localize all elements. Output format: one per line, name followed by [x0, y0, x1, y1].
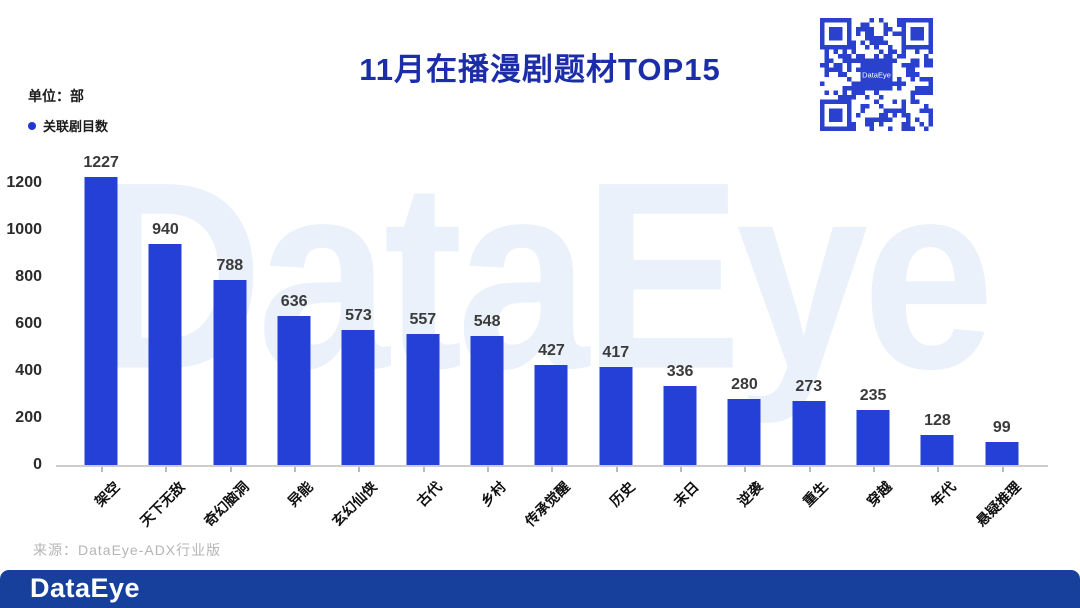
- bar-value-label: 336: [666, 363, 694, 380]
- bar-value-label: 427: [538, 342, 565, 359]
- bar: [599, 367, 633, 465]
- x-category-label: 乡村: [477, 478, 509, 510]
- bar: [470, 336, 504, 465]
- bar-group: 636 异能: [262, 175, 326, 510]
- bar-value-label: 99: [992, 419, 1011, 436]
- x-axis-tick: [937, 467, 940, 472]
- bar-group: 336 末日: [648, 175, 712, 510]
- bar-group: 557 古代: [391, 175, 455, 510]
- bar-value-label: 128: [924, 412, 951, 429]
- x-axis-tick: [358, 467, 361, 472]
- bar-value-label: 788: [216, 257, 244, 274]
- y-tick-label: 800: [15, 268, 42, 285]
- x-category-label: 穿越: [863, 478, 895, 510]
- bar-group: 417 历史: [584, 175, 648, 510]
- y-tick-label: 1200: [6, 174, 42, 191]
- bar: [84, 177, 118, 465]
- x-axis-tick: [680, 467, 683, 472]
- x-category-label: 末日: [670, 478, 702, 510]
- bar-value-label: 235: [859, 387, 887, 404]
- bar: [856, 410, 890, 465]
- y-tick-label: 1000: [6, 221, 42, 238]
- x-axis-tick: [229, 467, 232, 472]
- bar-group: 548 乡村: [455, 175, 519, 510]
- y-tick-label: 400: [15, 362, 42, 379]
- x-category-label: 奇幻脑洞: [200, 478, 252, 530]
- plot-area: 1227 架空 940 天下无敌 788 奇幻脑洞 636 异能 573 玄幻仙侠 557 古代 548…: [69, 154, 1034, 529]
- bar: [920, 435, 954, 465]
- bar-value-label: 273: [795, 378, 823, 395]
- bar-group: 273 重生: [777, 175, 841, 510]
- bar: [534, 365, 568, 465]
- bar-group: 788 奇幻脑洞: [198, 175, 262, 529]
- bar: [277, 316, 311, 465]
- legend-dot-icon: [28, 121, 36, 130]
- bar-value-label: 940: [152, 221, 179, 238]
- y-tick-label: 600: [15, 315, 42, 332]
- bar-group: 940 天下无敌: [133, 175, 197, 529]
- x-axis-tick: [615, 467, 618, 472]
- bar-group: 99 悬疑推理: [970, 175, 1034, 529]
- x-category-label: 古代: [413, 478, 445, 510]
- x-category-label: 传承觉醒: [522, 478, 574, 530]
- bar-group: 573 玄幻仙侠: [326, 175, 390, 529]
- bar: [663, 386, 697, 465]
- x-axis-tick: [808, 467, 811, 472]
- bar-value-label: 280: [731, 376, 758, 393]
- x-category-label: 年代: [928, 478, 960, 510]
- qr-code: DataEye: [820, 18, 933, 131]
- x-category-label: 悬疑推理: [972, 478, 1024, 530]
- x-axis-tick: [873, 467, 876, 472]
- bar-group: 128 年代: [905, 175, 969, 510]
- bar-value-label: 557: [409, 311, 437, 328]
- bar: [727, 399, 761, 465]
- x-category-label: 异能: [284, 478, 316, 510]
- bar: [148, 244, 182, 465]
- bar: [213, 280, 247, 465]
- y-axis: 0 200 400 600 800 1000 1200: [0, 174, 52, 473]
- bar-value-label: 573: [345, 307, 372, 324]
- legend-series-label: 关联剧目数: [43, 119, 109, 134]
- x-category-label: 架空: [91, 478, 123, 510]
- bar-group: 1227 架空: [69, 154, 133, 510]
- x-axis-tick: [551, 467, 554, 472]
- y-tick-label: 0: [33, 456, 42, 473]
- bar-chart: 0 200 400 600 800 1000 1200 1227 架空 940 天下无敌 788 奇幻…: [0, 154, 1080, 529]
- x-category-label: 逆袭: [735, 478, 767, 510]
- svg-text:DataEye: DataEye: [862, 71, 891, 80]
- bar: [792, 401, 826, 465]
- x-category-label: 玄幻仙侠: [329, 478, 381, 530]
- bar-group: 235 穿越: [841, 175, 905, 510]
- bar-value-label: 636: [280, 293, 308, 310]
- x-category-label: 重生: [799, 478, 831, 510]
- x-category-label: 历史: [606, 478, 638, 510]
- unit-label: 单位：部: [28, 88, 84, 104]
- bar-value-label: 1227: [83, 154, 119, 171]
- x-axis-tick: [744, 467, 747, 472]
- bar: [406, 334, 440, 465]
- x-category-label: 天下无敌: [136, 478, 188, 530]
- x-axis-tick: [165, 467, 168, 472]
- source-attribution: 来源：DataEye-ADX行业版: [33, 542, 222, 558]
- chart-legend: 关联剧目数: [28, 116, 108, 135]
- bar-value-label: 548: [473, 313, 501, 330]
- bar-group: 280 逆袭: [712, 175, 776, 510]
- bar-group: 427 传承觉醒: [519, 175, 583, 529]
- bar: [985, 442, 1019, 465]
- dataeye-logo: DataEye: [30, 573, 141, 603]
- x-axis-tick: [101, 467, 104, 472]
- page-title: 11月在播漫剧题材TOP15: [359, 52, 721, 87]
- bar-value-label: 417: [602, 344, 630, 361]
- footer-bar: DataEye: [0, 570, 1080, 608]
- x-axis-tick: [1001, 467, 1004, 472]
- bar: [341, 330, 375, 465]
- x-axis-tick: [422, 467, 425, 472]
- y-tick-label: 200: [15, 409, 42, 426]
- x-axis-tick: [487, 467, 490, 472]
- x-axis-tick: [294, 467, 297, 472]
- x-axis-line: [56, 465, 1048, 467]
